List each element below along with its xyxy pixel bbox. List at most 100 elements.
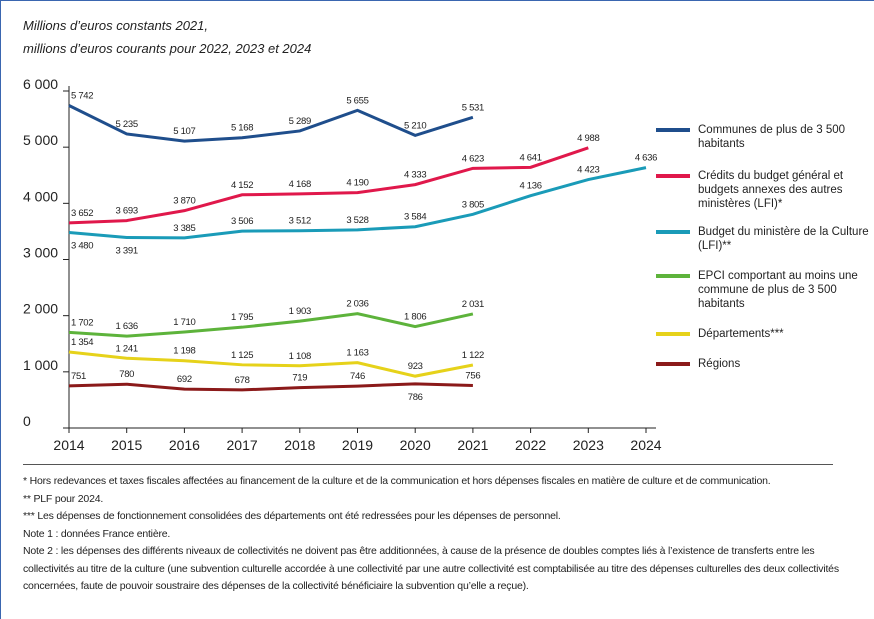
- value-label: 5 531: [462, 102, 484, 113]
- value-label: 5 235: [116, 119, 138, 130]
- value-label: 3 506: [231, 216, 253, 227]
- note: Note 2 : les dépenses des différents niv…: [23, 545, 839, 592]
- legend-item: Crédits du budget général et budgets ann…: [656, 169, 873, 211]
- value-label: 3 870: [173, 196, 195, 207]
- y-tick-label: 3 000: [23, 245, 58, 261]
- value-label: 1 636: [116, 321, 138, 332]
- x-tick-label: 2023: [573, 437, 604, 453]
- x-tick-label: 2021: [457, 437, 488, 453]
- legend-item: Communes de plus de 3 500 habitants: [656, 123, 873, 151]
- legend-swatch: [656, 274, 690, 278]
- series-line: [68, 312, 474, 338]
- x-tick-label: 2014: [53, 437, 84, 453]
- value-label: 5 742: [71, 90, 93, 101]
- value-label: 1 198: [173, 346, 195, 357]
- legend-swatch: [656, 230, 690, 234]
- value-label: 780: [119, 369, 134, 380]
- subtitle: millions d’euros courants pour 2022, 202…: [23, 41, 311, 56]
- value-label: 751: [71, 371, 86, 382]
- value-label: 3 480: [71, 241, 93, 252]
- value-label: 3 528: [346, 215, 368, 226]
- x-tick-label: 2018: [284, 437, 315, 453]
- y-tick-label: 2 000: [23, 301, 58, 317]
- value-label: 1 108: [289, 351, 311, 362]
- chart: Millions d’euros constants 2021, million…: [23, 18, 662, 453]
- legend-swatch: [656, 362, 690, 366]
- series-line: [68, 104, 474, 143]
- value-label: 923: [408, 361, 423, 372]
- y-tick-label: 6 000: [23, 76, 58, 92]
- y-tick-label: 0: [23, 413, 31, 429]
- value-label: 3 385: [173, 223, 195, 234]
- value-label: 1 806: [404, 312, 426, 323]
- note: *** Les dépenses de fonctionnement conso…: [23, 510, 561, 522]
- value-label: 5 168: [231, 123, 253, 134]
- x-tick-label: 2019: [342, 437, 373, 453]
- value-label: 1 241: [116, 343, 138, 354]
- legend-label: EPCI comportant au moins une commune de …: [698, 270, 858, 310]
- value-label: 1 903: [289, 306, 311, 317]
- legend-label: Budget du ministère de la Culture (LFI)*…: [698, 226, 869, 252]
- series-line: [68, 350, 474, 378]
- legend-label: Communes de plus de 3 500 habitants: [698, 124, 846, 150]
- y-tick-label: 5 000: [23, 132, 58, 148]
- value-label: 2 031: [462, 299, 484, 310]
- value-label: 678: [235, 375, 250, 386]
- note: ** PLF pour 2024.: [23, 492, 104, 505]
- legend-swatch: [656, 174, 690, 178]
- legend-item: Départements***: [656, 327, 873, 341]
- legend-label: Régions: [698, 358, 741, 370]
- value-label: 2 036: [346, 299, 368, 310]
- value-label: 5 210: [404, 120, 426, 131]
- legend-swatch: [656, 128, 690, 132]
- value-label: 4 152: [231, 180, 253, 191]
- value-label: 692: [177, 374, 192, 385]
- subtitle: Millions d’euros constants 2021,: [23, 18, 208, 33]
- value-label: 1 122: [462, 350, 484, 361]
- notes: * Hors redevances et taxes fiscales affe…: [23, 473, 843, 596]
- series-line: [68, 146, 589, 225]
- value-label: 719: [292, 373, 307, 384]
- value-label: 756: [465, 371, 480, 382]
- value-label: 1 354: [71, 337, 93, 348]
- value-label: 1 710: [173, 317, 195, 328]
- legend: Communes de plus de 3 500 habitants Crédi…: [656, 123, 873, 371]
- value-label: 4 136: [519, 181, 541, 192]
- value-label: 3 391: [116, 246, 138, 257]
- value-label: 4 190: [346, 178, 368, 189]
- value-label: 5 655: [346, 95, 368, 106]
- legend-label: Départements***: [698, 328, 784, 340]
- y-tick-label: 1 000: [23, 357, 58, 373]
- value-label: 4 423: [577, 165, 599, 176]
- x-tick-label: 2016: [169, 437, 200, 453]
- value-label: 1 125: [231, 350, 253, 361]
- value-label: 3 693: [116, 206, 138, 217]
- legend-item: EPCI comportant au moins une commune de …: [656, 269, 873, 311]
- value-label: 4 333: [404, 170, 426, 181]
- value-label: 5 107: [173, 126, 195, 137]
- series-line: [68, 166, 647, 240]
- legend-item: Budget du ministère de la Culture (LFI)*…: [656, 225, 873, 253]
- value-label: 4 988: [577, 133, 599, 144]
- value-label: 1 163: [346, 348, 368, 359]
- value-label: 3 652: [71, 208, 93, 219]
- y-tick-label: 4 000: [23, 188, 58, 204]
- value-label: 4 641: [519, 152, 541, 163]
- value-label: 4 168: [289, 179, 311, 190]
- legend-label: Crédits du budget général et budgets ann…: [698, 170, 844, 210]
- legend-swatch: [656, 332, 690, 336]
- value-label: 3 805: [462, 199, 484, 210]
- note: * Hors redevances et taxes fiscales affe…: [23, 475, 771, 487]
- value-label: 4 636: [635, 153, 657, 164]
- x-tick-label: 2020: [400, 437, 431, 453]
- x-tick-label: 2017: [227, 437, 258, 453]
- x-tick-label: 2015: [111, 437, 142, 453]
- value-label: 5 289: [289, 116, 311, 127]
- value-label: 4 623: [462, 153, 484, 164]
- value-label: 1 795: [231, 312, 253, 323]
- value-label: 3 512: [289, 216, 311, 227]
- value-label: 746: [350, 371, 365, 382]
- series-line: [68, 382, 473, 392]
- x-tick-label: 2022: [515, 437, 546, 453]
